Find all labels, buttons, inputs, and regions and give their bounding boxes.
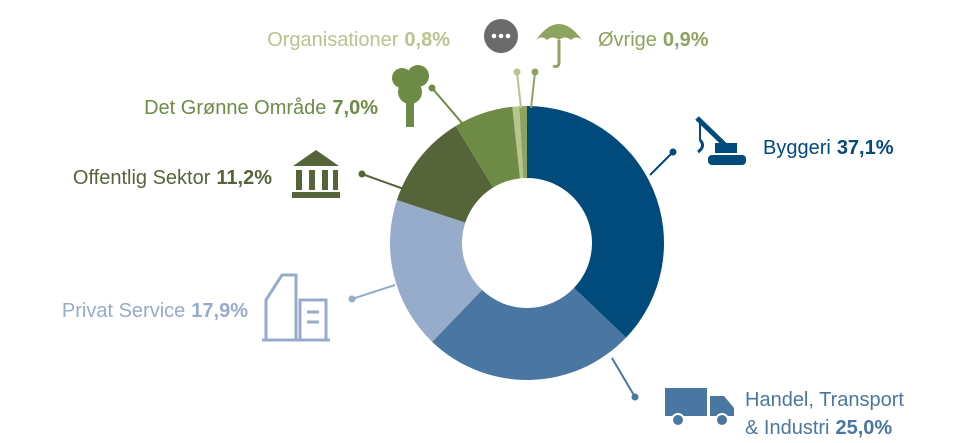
donut-slice	[527, 106, 664, 338]
leader-line	[351, 284, 396, 300]
value-label: 0,8%	[404, 29, 450, 51]
leader-dot	[669, 148, 677, 156]
bank-icon	[292, 150, 340, 198]
slice-label: Organisationer 0,8%	[267, 26, 450, 54]
value-label: 7,0%	[332, 97, 378, 119]
leader-line	[516, 71, 522, 109]
value-label: 11,2%	[216, 167, 272, 189]
leader-dot	[348, 295, 356, 303]
category-name: Organisationer	[267, 29, 399, 51]
leader-line	[431, 87, 469, 131]
tree-icon	[392, 65, 429, 127]
leader-line	[611, 357, 636, 398]
donut-slice	[512, 106, 524, 179]
leader-line	[649, 151, 674, 176]
leader-dot	[513, 68, 521, 76]
donut-slice	[455, 106, 521, 188]
slice-label: Privat Service 17,9%	[62, 297, 248, 325]
leader-line	[361, 173, 416, 194]
category-name: Offentlig Sektor	[72, 167, 211, 189]
slice-label: Offentlig Sektor 11,2%	[73, 164, 272, 192]
slice-label: Byggeri 37,1%	[763, 134, 894, 162]
donut-slice	[519, 106, 527, 179]
value-label: 17,9%	[191, 300, 248, 322]
leader-dot	[358, 170, 366, 178]
leader-dot	[428, 84, 436, 92]
value-label: 0,9%	[662, 29, 709, 51]
crane-icon	[695, 116, 746, 165]
donut-slice	[390, 200, 483, 342]
category-name: Privat Service	[61, 300, 186, 322]
slice-label: Handel, Transport & Industri 25,0%	[745, 386, 904, 442]
leader-dot	[631, 393, 639, 401]
category-name: Handel, Transport & Industri	[745, 389, 904, 439]
donut-slice	[432, 287, 627, 380]
category-name: Det Grønne Område	[144, 97, 327, 119]
slice-label: Det Grønne Område 7,0%	[144, 94, 378, 122]
more-icon	[484, 19, 518, 53]
leader-line	[530, 71, 536, 109]
building-icon	[262, 273, 330, 342]
truck-icon	[665, 388, 734, 427]
umbrella-icon	[536, 24, 582, 68]
value-label: 25,0%	[835, 417, 893, 439]
value-label: 37,1%	[836, 137, 894, 159]
leader-dot	[531, 68, 539, 76]
category-name: Byggeri	[763, 137, 831, 159]
slice-label: Øvrige 0,9%	[598, 26, 709, 54]
donut-slice	[396, 126, 494, 223]
category-name: Øvrige	[598, 29, 657, 51]
